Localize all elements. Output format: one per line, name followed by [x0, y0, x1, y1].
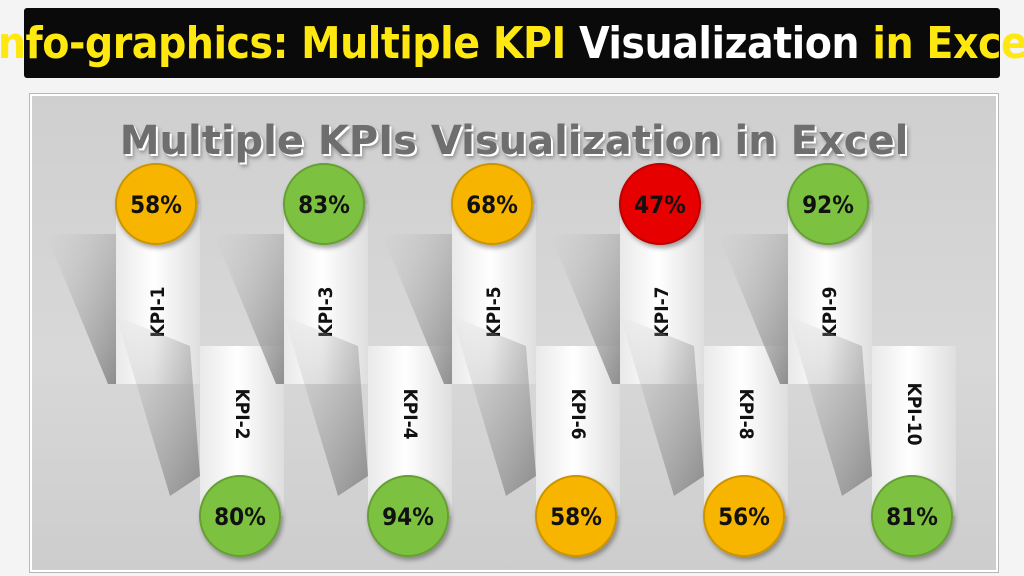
kpi-item-6: KPI-6 58%: [452, 316, 620, 557]
kpi-value-label-9: 92%: [802, 191, 854, 219]
chart-title: Multiple KPIs Visualization in Excel: [119, 118, 909, 164]
kpi-label-10: KPI-10: [903, 382, 925, 445]
kpi-label-7: KPI-7: [651, 286, 673, 337]
kpi-value-label-3: 83%: [298, 191, 350, 219]
kpi-status-circle-2: [199, 475, 281, 557]
kpi-label-6: KPI-6: [567, 388, 589, 439]
kpi-value-label-7: 47%: [634, 191, 686, 219]
ribbon-fold-9: [718, 234, 788, 384]
ribbon-fold-5: [382, 234, 452, 384]
banner-title: Info-graphics: Multiple KPI Visualizatio…: [0, 18, 1024, 69]
kpi-value-label-4: 94%: [382, 503, 434, 531]
ribbon-fold-1: [46, 234, 116, 384]
kpi-value-label-6: 58%: [550, 503, 602, 531]
banner-title-part-2: Visualization: [579, 17, 873, 69]
kpi-item-10: KPI-10 81%: [788, 316, 956, 557]
kpi-status-circle-10: [871, 475, 953, 557]
ribbon-fold-2: [116, 316, 200, 496]
kpi-status-circle-7: [619, 163, 701, 245]
kpi-status-circle-1: [115, 163, 197, 245]
ribbon-fold-6: [452, 316, 536, 496]
kpi-label-1: KPI-1: [147, 286, 169, 337]
kpi-item-1: KPI-1 58%: [46, 163, 200, 384]
ribbon-fold-8: [620, 316, 704, 496]
banner-title-part-1: Info-graphics: Multiple KPI: [0, 17, 580, 69]
kpi-value-label-8: 56%: [718, 503, 770, 531]
kpi-value-label-5: 68%: [466, 191, 518, 219]
kpi-label-2: KPI-2: [231, 388, 253, 439]
kpi-status-circle-4: [367, 475, 449, 557]
kpi-item-4: KPI-4 94%: [284, 316, 452, 557]
ribbon-fold-3: [214, 234, 284, 384]
kpi-status-circle-6: [535, 475, 617, 557]
kpi-chart: KPI-1 58% KPI-2 80% KPI-3 83% KPI-4 94% KPI-5 68%…: [46, 163, 956, 557]
chart-panel: Multiple KPIs Visualization in Excel KPI…: [29, 93, 999, 573]
kpi-status-circle-9: [787, 163, 869, 245]
kpi-label-8: KPI-8: [735, 388, 757, 439]
ribbon-fold-7: [550, 234, 620, 384]
kpi-value-label-10: 81%: [886, 503, 938, 531]
kpi-label-9: KPI-9: [819, 286, 841, 337]
kpi-item-8: KPI-8 56%: [620, 316, 788, 557]
kpi-status-circle-3: [283, 163, 365, 245]
kpi-item-2: KPI-2 80%: [116, 316, 284, 557]
kpi-label-5: KPI-5: [483, 286, 505, 337]
kpi-label-3: KPI-3: [315, 286, 337, 337]
kpi-value-label-2: 80%: [214, 503, 266, 531]
title-banner: Info-graphics: Multiple KPI Visualizatio…: [0, 8, 1024, 78]
kpi-label-4: KPI-4: [399, 388, 421, 439]
banner-title-part-3: in Excel: [872, 17, 1024, 69]
kpi-value-label-1: 58%: [130, 191, 182, 219]
kpi-status-circle-5: [451, 163, 533, 245]
ribbon-fold-10: [788, 316, 872, 496]
ribbon-fold-4: [284, 316, 368, 496]
kpi-status-circle-8: [703, 475, 785, 557]
